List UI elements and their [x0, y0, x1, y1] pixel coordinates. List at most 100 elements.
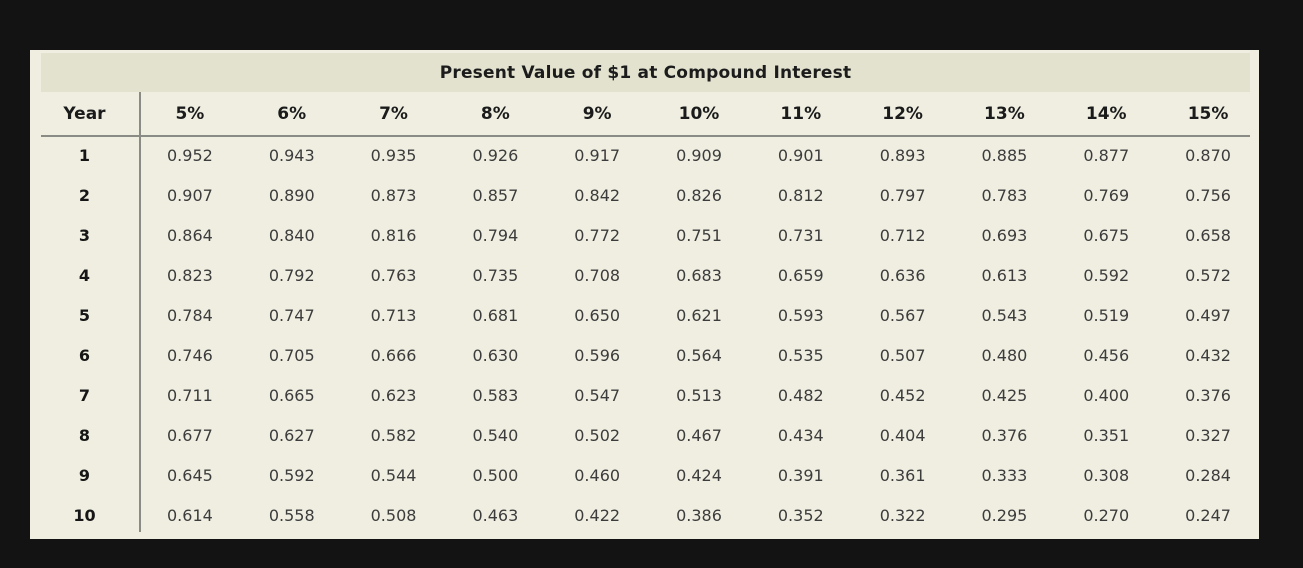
value-cell: 0.519 — [1083, 305, 1130, 325]
value-cell: 0.386 — [676, 505, 722, 525]
value-cell: 0.361 — [879, 465, 926, 485]
value-cell: 0.659 — [777, 265, 824, 285]
value-cell: 0.434 — [777, 425, 824, 445]
value-cell: 0.592 — [1083, 265, 1130, 285]
value-cell: 0.627 — [268, 425, 315, 445]
value-cell: 0.840 — [268, 225, 315, 245]
value-cell: 0.567 — [879, 305, 926, 325]
header-underline — [41, 135, 1250, 137]
value-cell: 0.751 — [676, 225, 722, 245]
value-cell: 0.508 — [370, 505, 417, 525]
value-cell: 0.543 — [981, 305, 1028, 325]
value-cell: 0.893 — [879, 145, 926, 165]
value-cell: 0.424 — [676, 465, 722, 485]
value-cell: 0.284 — [1185, 465, 1231, 485]
value-cell: 0.540 — [472, 425, 519, 445]
value-cell: 0.480 — [981, 345, 1028, 365]
year-cell: 6 — [78, 345, 91, 365]
value-cell: 0.792 — [268, 265, 315, 285]
year-cell: 7 — [78, 385, 91, 405]
value-cell: 0.658 — [1185, 225, 1231, 245]
present-value-table: Year 5% 6% 7% 8% 9% 10% 11% 12% 13% 14% 15% 1 0.952… — [30, 92, 1259, 535]
year-cell: 3 — [78, 225, 91, 245]
value-cell: 0.592 — [268, 465, 315, 485]
value-cell: 0.327 — [1185, 425, 1231, 445]
table-row: 9 0.645 0.592 0.544 0.500 0.460 0.424 0.391 0.36… — [30, 455, 1259, 495]
value-cell: 0.564 — [676, 345, 722, 365]
table-row: 4 0.823 0.792 0.763 0.735 0.708 0.683 0.659 0.63… — [30, 255, 1259, 295]
table-row: 7 0.711 0.665 0.623 0.583 0.547 0.513 0.482 0.45… — [30, 375, 1259, 415]
value-cell: 0.909 — [676, 145, 722, 165]
year-cell: 4 — [78, 265, 91, 285]
value-cell: 0.270 — [1083, 505, 1130, 525]
value-cell: 0.784 — [167, 305, 213, 325]
value-cell: 0.665 — [268, 385, 315, 405]
value-cell: 0.456 — [1083, 345, 1130, 365]
value-cell: 0.675 — [1083, 225, 1130, 245]
value-cell: 0.582 — [370, 425, 417, 445]
value-cell: 0.666 — [370, 345, 417, 365]
table-row: 3 0.864 0.840 0.816 0.794 0.772 0.751 0.731 0.71… — [30, 215, 1259, 255]
value-cell: 0.630 — [472, 345, 519, 365]
value-cell: 0.870 — [1185, 145, 1231, 165]
value-cell: 0.322 — [879, 505, 926, 525]
value-cell: 0.391 — [777, 465, 824, 485]
column-header: 6% — [277, 103, 307, 124]
value-cell: 0.623 — [370, 385, 417, 405]
value-cell: 0.735 — [472, 265, 519, 285]
table-row: 2 0.907 0.890 0.873 0.857 0.842 0.826 0.812 0.79… — [30, 175, 1259, 215]
value-cell: 0.432 — [1185, 345, 1231, 365]
value-cell: 0.376 — [981, 425, 1028, 445]
value-cell: 0.705 — [268, 345, 315, 365]
value-cell: 0.558 — [268, 505, 315, 525]
value-cell: 0.645 — [167, 465, 213, 485]
value-cell: 0.747 — [268, 305, 315, 325]
column-header: 11% — [780, 103, 822, 124]
value-cell: 0.500 — [472, 465, 519, 485]
value-cell: 0.794 — [472, 225, 519, 245]
value-cell: 0.308 — [1083, 465, 1130, 485]
value-cell: 0.823 — [167, 265, 213, 285]
value-cell: 0.917 — [574, 145, 621, 165]
value-cell: 0.544 — [370, 465, 417, 485]
column-header: 7% — [379, 103, 408, 124]
year-cell: 2 — [78, 185, 91, 205]
value-cell: 0.772 — [574, 225, 621, 245]
value-cell: 0.873 — [370, 185, 417, 205]
value-cell: 0.351 — [1083, 425, 1130, 445]
column-header: 5% — [175, 103, 205, 124]
value-cell: 0.422 — [574, 505, 621, 525]
value-cell: 0.763 — [370, 265, 417, 285]
value-cell: 0.901 — [777, 145, 824, 165]
value-cell: 0.621 — [676, 305, 722, 325]
value-cell: 0.677 — [167, 425, 213, 445]
value-cell: 0.636 — [879, 265, 926, 285]
value-cell: 0.842 — [574, 185, 621, 205]
value-cell: 0.572 — [1185, 265, 1231, 285]
value-cell: 0.547 — [574, 385, 621, 405]
value-cell: 0.693 — [981, 225, 1028, 245]
value-cell: 0.613 — [981, 265, 1028, 285]
corner-header-year: Year — [63, 103, 106, 124]
present-value-table-card: Present Value of $1 at Compound Interest… — [30, 50, 1259, 539]
value-cell: 0.857 — [472, 185, 519, 205]
value-cell: 0.333 — [981, 465, 1028, 485]
column-header: 14% — [1085, 103, 1127, 124]
year-cell: 10 — [73, 505, 96, 525]
value-cell: 0.885 — [981, 145, 1028, 165]
value-cell: 0.497 — [1185, 305, 1231, 325]
table-row: 8 0.677 0.627 0.582 0.540 0.502 0.467 0.434 0.40… — [30, 415, 1259, 455]
value-cell: 0.247 — [1185, 505, 1231, 525]
year-column-divider — [139, 92, 141, 532]
year-cell: 5 — [78, 305, 91, 325]
year-cell: 1 — [78, 145, 91, 165]
value-cell: 0.467 — [676, 425, 722, 445]
value-cell: 0.746 — [167, 345, 213, 365]
value-cell: 0.890 — [268, 185, 315, 205]
value-cell: 0.452 — [879, 385, 926, 405]
value-cell: 0.463 — [472, 505, 519, 525]
value-cell: 0.460 — [574, 465, 621, 485]
value-cell: 0.783 — [981, 185, 1028, 205]
table-row: 5 0.784 0.747 0.713 0.681 0.650 0.621 0.593 0.56… — [30, 295, 1259, 335]
